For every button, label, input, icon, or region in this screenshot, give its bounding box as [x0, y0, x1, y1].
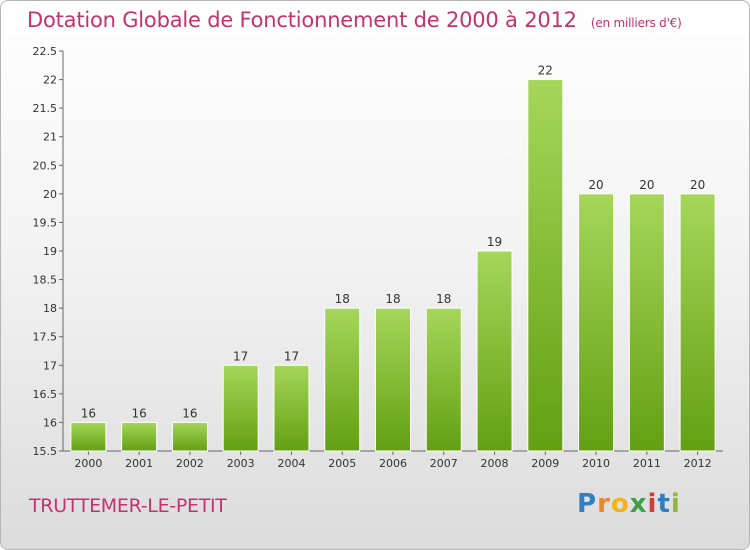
bar	[527, 79, 564, 452]
y-tick-label: 15.5	[33, 445, 58, 458]
bar	[476, 250, 513, 452]
bar	[679, 193, 716, 452]
bar	[222, 364, 259, 452]
bar-value-label: 18	[385, 292, 400, 306]
y-tick-label: 22.5	[33, 45, 58, 58]
bar-value-label: 22	[538, 64, 553, 78]
x-tick-label: 2003	[227, 457, 255, 470]
bar	[121, 421, 158, 452]
bar-value-label: 16	[132, 406, 147, 420]
bar-value-label: 20	[690, 178, 705, 192]
bar	[375, 307, 411, 452]
x-tick-label: 2002	[176, 457, 204, 470]
bar	[324, 307, 361, 452]
y-tick-label: 19.5	[33, 216, 58, 229]
y-tick-label: 21	[43, 131, 57, 144]
bar	[273, 364, 310, 452]
bar	[70, 421, 107, 452]
y-tick-label: 16	[43, 416, 57, 429]
x-tick-label: 2010	[582, 457, 610, 470]
x-tick-label: 2006	[379, 457, 407, 470]
y-tick-label: 18.5	[33, 274, 58, 287]
x-tick-label: 2001	[125, 457, 153, 470]
y-tick-label: 16.5	[33, 388, 58, 401]
x-tick-label: 2011	[633, 457, 661, 470]
x-tick-label: 2012	[684, 457, 712, 470]
title-text: Dotation Globale de Fonctionnement de 20…	[27, 8, 577, 32]
bar	[578, 193, 615, 452]
y-tick-label: 18	[43, 302, 57, 315]
bar-value-label: 18	[335, 292, 350, 306]
y-tick-label: 17.5	[33, 331, 58, 344]
bar-value-label: 16	[182, 406, 197, 420]
town-name: TRUTTEMER-LE-PETIT	[29, 495, 227, 517]
chart-subtitle: (en milliers d'€)	[590, 16, 682, 30]
y-tick-label: 21.5	[33, 102, 58, 115]
bar-value-label: 19	[487, 235, 502, 249]
x-tick-label: 2009	[531, 457, 559, 470]
bar-value-label: 20	[588, 178, 603, 192]
y-tick-label: 22	[43, 74, 57, 87]
bar	[628, 193, 665, 452]
x-tick-label: 2007	[430, 457, 458, 470]
y-tick-label: 19	[43, 245, 57, 258]
bar-value-label: 20	[639, 178, 654, 192]
bar-value-label: 17	[284, 349, 299, 363]
bar-value-label: 18	[436, 292, 451, 306]
bar	[171, 421, 208, 452]
x-tick-label: 2005	[328, 457, 356, 470]
bar-value-label: 17	[233, 349, 248, 363]
x-tick-label: 2008	[481, 457, 509, 470]
chart-title: Dotation Globale de Fonctionnement de 20…	[27, 8, 682, 32]
bar	[425, 307, 462, 452]
y-tick-label: 17	[43, 359, 57, 372]
bar-value-label: 16	[81, 406, 96, 420]
x-tick-label: 2004	[277, 457, 305, 470]
proxiti-logo: Proxiti	[577, 489, 681, 519]
x-tick-label: 2000	[74, 457, 102, 470]
y-tick-label: 20.5	[33, 159, 58, 172]
y-tick-label: 20	[43, 188, 57, 201]
